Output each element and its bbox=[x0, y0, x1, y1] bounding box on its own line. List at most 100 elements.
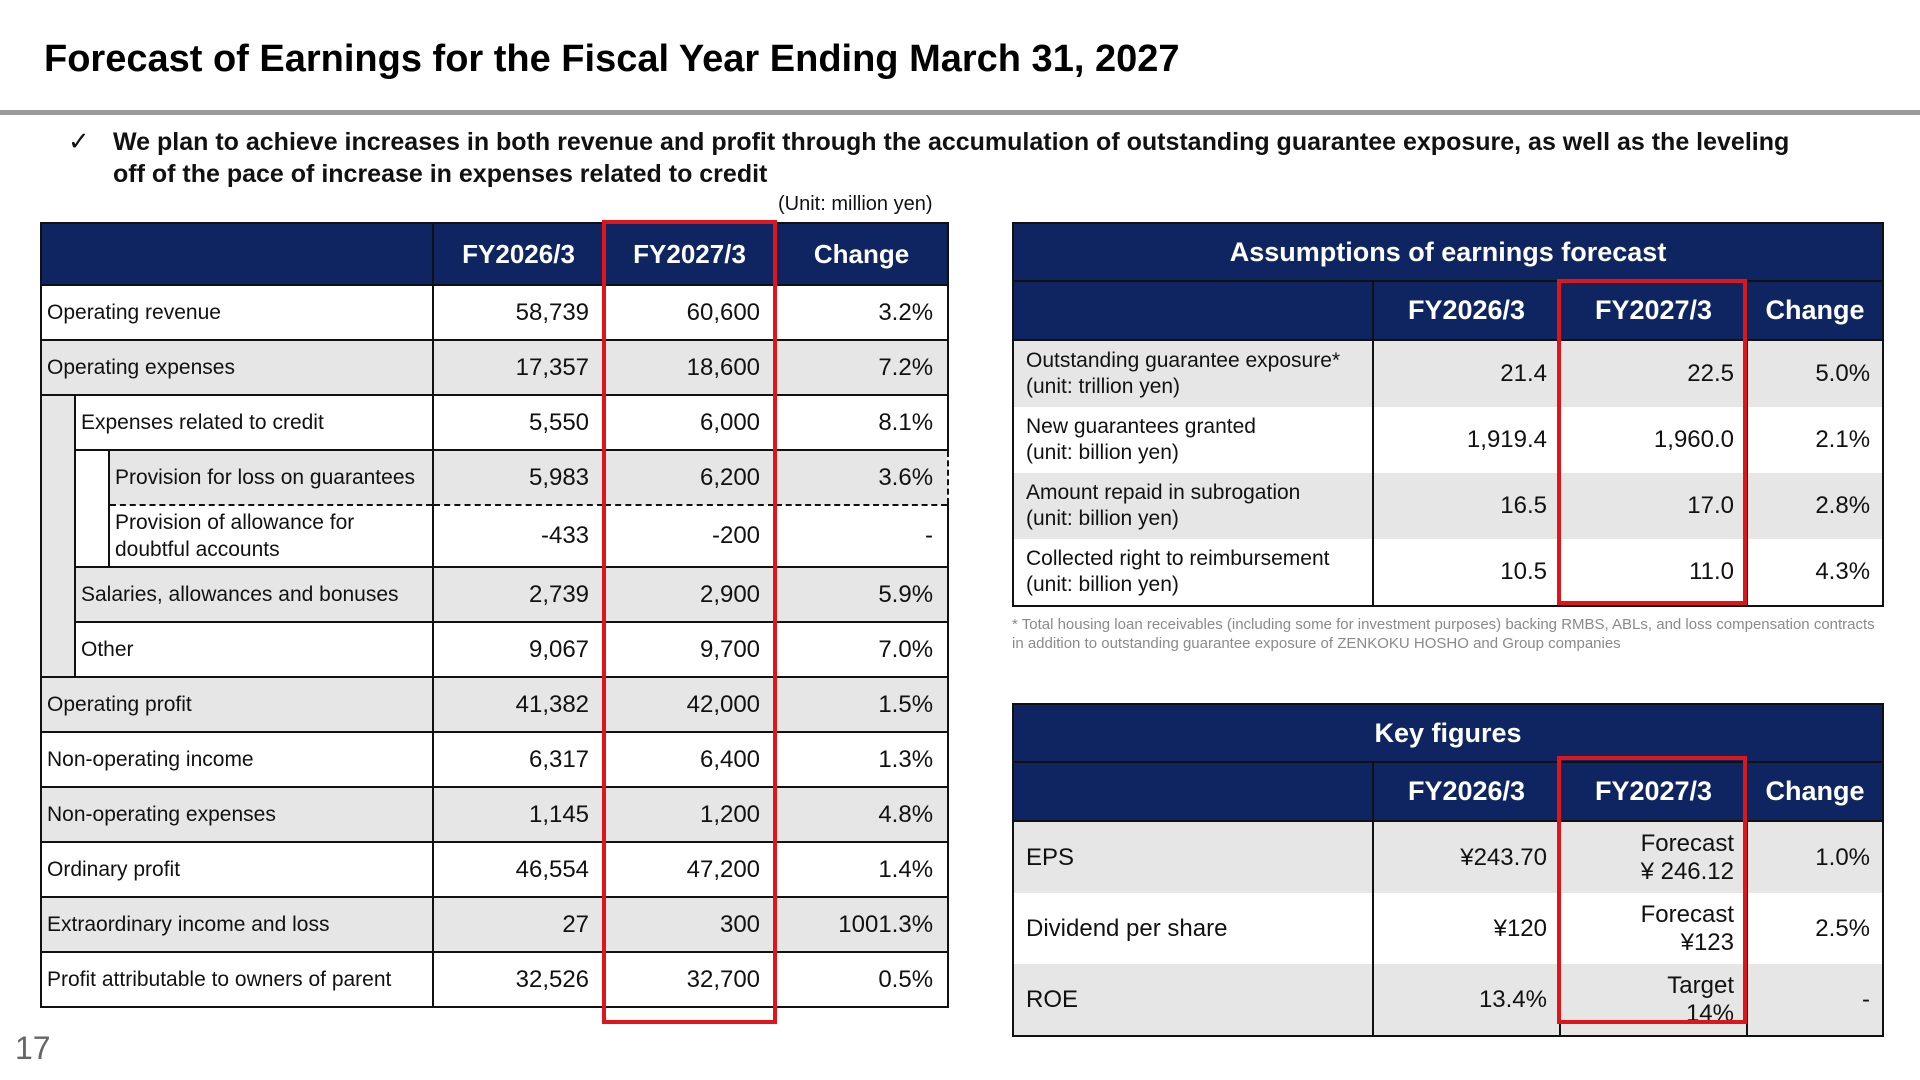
cell-fy2027: 11.0 bbox=[1559, 539, 1748, 607]
table-row: ROE 13.4% Target 14% - bbox=[1012, 964, 1884, 1037]
table-header-row: FY2026/3 FY2027/3 Change bbox=[39, 222, 950, 286]
cell-fy2027: 22.5 bbox=[1559, 340, 1748, 407]
cell-fy2027: Forecast ¥ 246.12 bbox=[1559, 821, 1748, 893]
row-label: Non-operating expenses bbox=[39, 786, 435, 843]
cell-fy2027: 17.0 bbox=[1559, 473, 1748, 539]
assumptions-title-row: Assumptions of earnings forecast bbox=[1011, 222, 1885, 282]
table-row: Operating expenses 17,357 18,600 7.2% bbox=[39, 339, 950, 396]
table-row: Amount repaid in subrogation (unit: billi… bbox=[1012, 473, 1885, 539]
cell-fy2027: 6,200 bbox=[604, 450, 777, 506]
cell-fy2026: 32,526 bbox=[432, 951, 606, 1008]
header-change: Change bbox=[1745, 280, 1885, 341]
footnote: * Total housing loan receivables (includ… bbox=[1012, 616, 1875, 652]
row-label-main: New guarantees granted bbox=[1026, 415, 1256, 438]
cell-fy2026: 17,357 bbox=[432, 339, 606, 396]
row-label: EPS bbox=[1012, 821, 1374, 893]
row-label-unit: (unit: billion yen) bbox=[1026, 441, 1179, 464]
row-label-unit: (unit: billion yen) bbox=[1026, 507, 1179, 530]
target-value: 14% bbox=[1685, 999, 1734, 1027]
check-icon: ✓ bbox=[68, 126, 90, 156]
cell-fy2027: 47,200 bbox=[603, 841, 777, 898]
table-row: EPS ¥243.70 Forecast ¥ 246.12 1.0% bbox=[1012, 821, 1884, 893]
row-label: Operating profit bbox=[39, 676, 435, 733]
header-blank bbox=[1012, 280, 1374, 341]
row-label: Collected right to reimbursement (unit: b… bbox=[1012, 539, 1374, 607]
header-fy2026: FY2026/3 bbox=[432, 222, 606, 286]
cell-fy2027: 6,400 bbox=[603, 731, 777, 788]
row-label: New guarantees granted (unit: billion yen… bbox=[1012, 407, 1374, 473]
cell-change: 7.0% bbox=[774, 621, 950, 678]
table-row: Outstanding guarantee exposure* (unit: tr… bbox=[1012, 340, 1885, 407]
table-row: Non-operating income 6,317 6,400 1.3% bbox=[39, 731, 950, 788]
assumptions-title: Assumptions of earnings forecast bbox=[1011, 222, 1885, 282]
cell-change: 4.8% bbox=[774, 786, 950, 843]
cell-change: 1.5% bbox=[774, 676, 950, 733]
cell-fy2027: Target 14% bbox=[1559, 964, 1748, 1037]
header-change: Change bbox=[1746, 761, 1884, 822]
header-change: Change bbox=[774, 222, 950, 286]
row-label: Operating expenses bbox=[39, 339, 435, 396]
row-label-unit: (unit: trillion yen) bbox=[1026, 375, 1181, 398]
forecast-value: ¥ 246.12 bbox=[1640, 857, 1734, 885]
cell-fy2027: 18,600 bbox=[603, 339, 777, 396]
cell-fy2026: 58,739 bbox=[432, 284, 606, 341]
cell-fy2026: 1,919.4 bbox=[1372, 407, 1561, 473]
table-row: Salaries, allowances and bonuses 2,739 2… bbox=[41, 566, 950, 623]
cell-fy2026: ¥243.70 bbox=[1372, 821, 1561, 893]
cell-fy2026: 41,382 bbox=[432, 676, 606, 733]
table-row: Extraordinary income and loss 27 300 100… bbox=[39, 896, 950, 953]
cell-change: 5.9% bbox=[774, 566, 950, 623]
cell-fy2026: 6,317 bbox=[432, 731, 606, 788]
table-row: New guarantees granted (unit: billion yen… bbox=[1012, 407, 1885, 473]
key-figures-title: Key figures bbox=[1012, 703, 1884, 763]
header-fy2026: FY2026/3 bbox=[1372, 280, 1561, 341]
cell-fy2026: 5,983 bbox=[433, 450, 606, 506]
cell-fy2026: 46,554 bbox=[432, 841, 606, 898]
row-label-unit: (unit: billion yen) bbox=[1026, 573, 1179, 596]
cell-change: 1.0% bbox=[1746, 821, 1884, 893]
cell-fy2026: 10.5 bbox=[1372, 539, 1561, 607]
cell-change: 8.1% bbox=[774, 394, 950, 451]
table-row: Ordinary profit 46,554 47,200 1.4% bbox=[39, 841, 950, 898]
cell-fy2026: 16.5 bbox=[1372, 473, 1561, 539]
unit-label: (Unit: million yen) bbox=[778, 193, 933, 215]
row-label-main: Outstanding guarantee exposure* bbox=[1026, 349, 1341, 372]
header-fy2027: FY2027/3 bbox=[603, 222, 777, 286]
row-label: Non-operating income bbox=[39, 731, 435, 788]
forecast-value: ¥123 bbox=[1680, 928, 1734, 956]
table-header-row: FY2026/3 FY2027/3 Change bbox=[1012, 280, 1885, 341]
header-blank bbox=[39, 222, 435, 286]
row-label: Profit attributable to owners of parent bbox=[39, 951, 435, 1008]
table-row: Collected right to reimbursement (unit: b… bbox=[1012, 539, 1885, 607]
row-label: Salaries, allowances and bonuses bbox=[73, 566, 435, 623]
key-figures-table: Key figures FY2026/3 FY2027/3 Change EPS… bbox=[1012, 703, 1884, 1037]
header-fy2026: FY2026/3 bbox=[1372, 761, 1561, 822]
table-row: Expenses related to credit 5,550 6,000 8… bbox=[40, 394, 950, 677]
cell-fy2026: 13.4% bbox=[1372, 964, 1561, 1037]
cell-fy2026: ¥120 bbox=[1372, 893, 1561, 964]
header-blank bbox=[1012, 761, 1374, 822]
cell-change: 4.3% bbox=[1745, 539, 1885, 607]
cell-change: 1001.3% bbox=[774, 896, 950, 953]
cell-fy2027: 1,200 bbox=[603, 786, 777, 843]
table-row: Dividend per share ¥120 Forecast ¥123 2.5… bbox=[1012, 893, 1884, 964]
row-label: Provision of allowance for doubtful acco… bbox=[107, 505, 435, 568]
cell-change: 7.2% bbox=[774, 339, 950, 396]
table-row: Operating revenue 58,739 60,600 3.2% bbox=[39, 284, 950, 341]
header-fy2027: FY2027/3 bbox=[1559, 761, 1748, 822]
indent-spacer bbox=[74, 450, 110, 567]
lead-statement: We plan to achieve increases in both rev… bbox=[113, 128, 1790, 188]
table-row: Profit attributable to owners of parent … bbox=[39, 951, 950, 1008]
table-row: Provision for loss on guarantees 5,983 6… bbox=[41, 450, 950, 567]
row-label: Extraordinary income and loss bbox=[39, 896, 435, 953]
row-label: Operating revenue bbox=[39, 284, 435, 341]
header-fy2027: FY2027/3 bbox=[1559, 280, 1748, 341]
cell-change: 3.2% bbox=[774, 284, 950, 341]
forecast-tag: Forecast bbox=[1640, 829, 1734, 857]
cell-change: - bbox=[775, 505, 950, 568]
cell-change: 5.0% bbox=[1745, 340, 1885, 407]
cell-fy2027: Forecast ¥123 bbox=[1559, 893, 1748, 964]
row-label: Expenses related to credit bbox=[73, 394, 435, 451]
cell-change: 2.1% bbox=[1745, 407, 1885, 473]
cell-change: 2.5% bbox=[1746, 893, 1884, 964]
